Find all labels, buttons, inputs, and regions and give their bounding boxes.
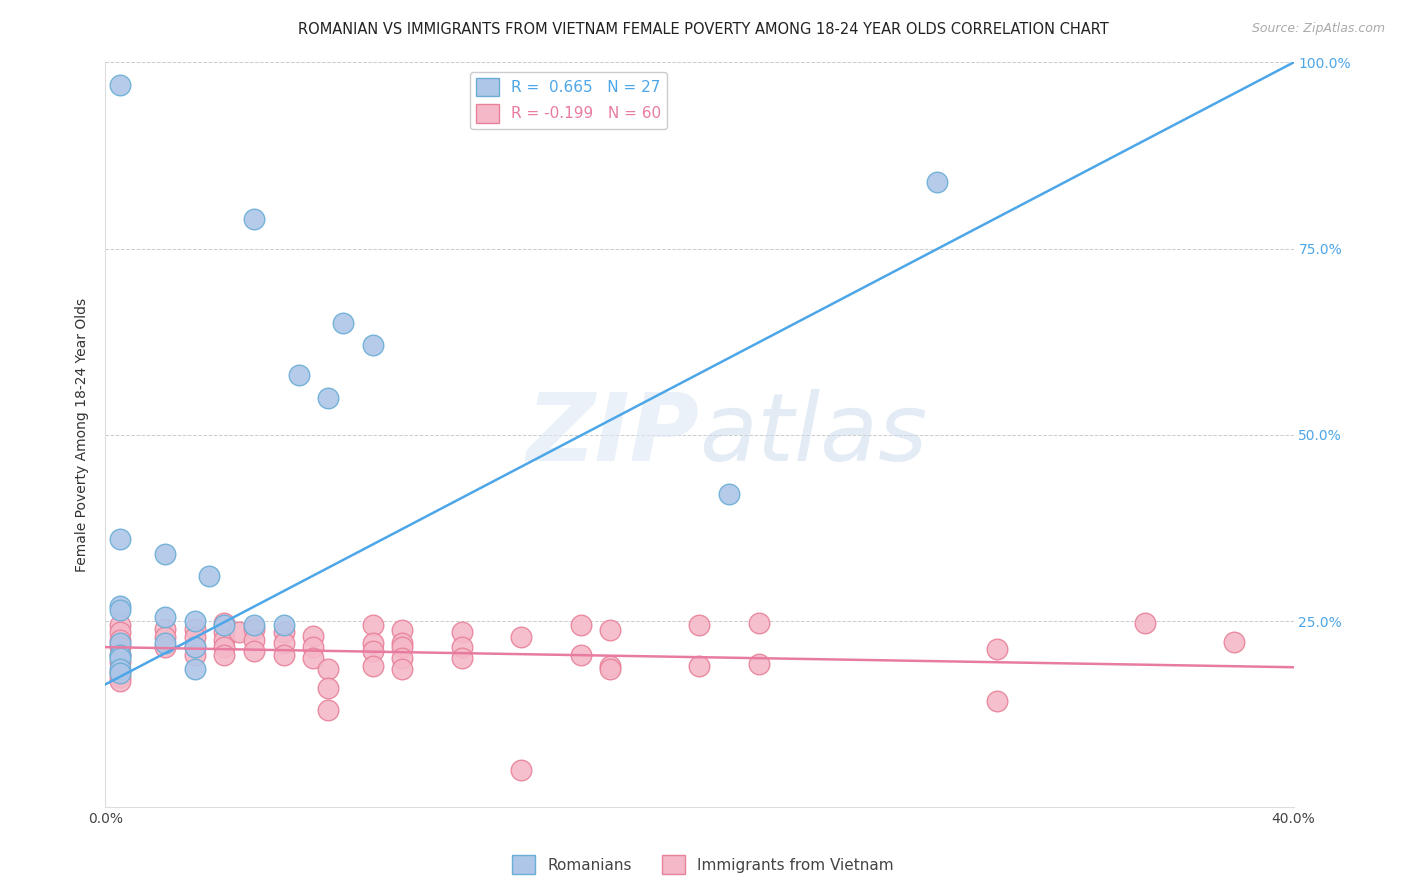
Point [569, 648, 592, 662]
Point [316, 663, 339, 677]
Text: Source: ZipAtlas.com: Source: ZipAtlas.com [1251, 22, 1385, 36]
Point [153, 631, 176, 645]
Point [599, 663, 621, 677]
Point [273, 625, 295, 640]
Point [689, 658, 711, 673]
Point [302, 640, 325, 654]
Point [316, 703, 339, 717]
Point [110, 599, 132, 614]
Point [748, 657, 770, 672]
Point [110, 603, 132, 617]
Point [153, 547, 176, 561]
Point [927, 175, 949, 189]
Point [198, 569, 221, 583]
Point [153, 610, 176, 624]
Point [110, 532, 132, 546]
Point [110, 648, 132, 662]
Point [183, 640, 205, 654]
Point [110, 625, 132, 640]
Point [214, 625, 236, 640]
Point [689, 617, 711, 632]
Point [302, 629, 325, 643]
Point [450, 640, 472, 654]
Text: ROMANIAN VS IMMIGRANTS FROM VIETNAM FEMALE POVERTY AMONG 18-24 YEAR OLDS CORRELA: ROMANIAN VS IMMIGRANTS FROM VIETNAM FEMA… [298, 22, 1108, 37]
Point [110, 651, 132, 665]
Point [599, 658, 621, 673]
Point [316, 391, 339, 405]
Point [183, 614, 205, 628]
Point [569, 617, 592, 632]
Point [110, 655, 132, 669]
Point [243, 211, 266, 226]
Point [718, 487, 741, 501]
Point [243, 632, 266, 647]
Point [450, 625, 472, 640]
Point [287, 368, 309, 383]
Point [332, 316, 354, 330]
Y-axis label: Female Poverty Among 18-24 Year Olds: Female Poverty Among 18-24 Year Olds [76, 298, 90, 572]
Point [391, 623, 413, 637]
Point [214, 617, 236, 632]
Point [391, 636, 413, 650]
Point [481, 78, 503, 92]
Point [110, 665, 132, 679]
Point [510, 631, 533, 645]
Point [183, 648, 205, 662]
Point [986, 642, 1008, 657]
Point [243, 617, 266, 632]
Point [183, 622, 205, 636]
Point [361, 338, 384, 352]
Point [273, 617, 295, 632]
Point [110, 617, 132, 632]
Legend: Romanians, Immigrants from Vietnam: Romanians, Immigrants from Vietnam [506, 849, 900, 880]
Point [153, 636, 176, 650]
Point [110, 673, 132, 688]
Text: atlas: atlas [700, 389, 928, 481]
Point [243, 622, 266, 636]
Point [183, 663, 205, 677]
Point [214, 640, 236, 654]
Point [361, 617, 384, 632]
Point [361, 658, 384, 673]
Point [110, 666, 132, 681]
Point [302, 651, 325, 665]
Point [391, 651, 413, 665]
Point [110, 663, 132, 677]
Point [110, 648, 132, 662]
Point [228, 625, 250, 640]
Point [110, 632, 132, 647]
Point [316, 681, 339, 695]
Point [361, 636, 384, 650]
Point [273, 636, 295, 650]
Point [183, 640, 205, 654]
Point [153, 622, 176, 636]
Point [986, 694, 1008, 708]
Legend: R =  0.665   N = 27, R = -0.199   N = 60: R = 0.665 N = 27, R = -0.199 N = 60 [470, 71, 666, 128]
Point [183, 631, 205, 645]
Point [599, 623, 621, 637]
Point [110, 640, 132, 654]
Point [153, 640, 176, 654]
Point [243, 644, 266, 658]
Point [273, 648, 295, 662]
Point [214, 615, 236, 630]
Point [510, 763, 533, 777]
Point [110, 670, 132, 684]
Point [391, 663, 413, 677]
Point [214, 632, 236, 647]
Point [1223, 635, 1246, 649]
Text: ZIP: ZIP [527, 389, 700, 481]
Point [110, 78, 132, 92]
Point [450, 651, 472, 665]
Point [1133, 615, 1156, 630]
Point [110, 636, 132, 650]
Point [361, 644, 384, 658]
Point [214, 648, 236, 662]
Point [748, 615, 770, 630]
Point [391, 640, 413, 654]
